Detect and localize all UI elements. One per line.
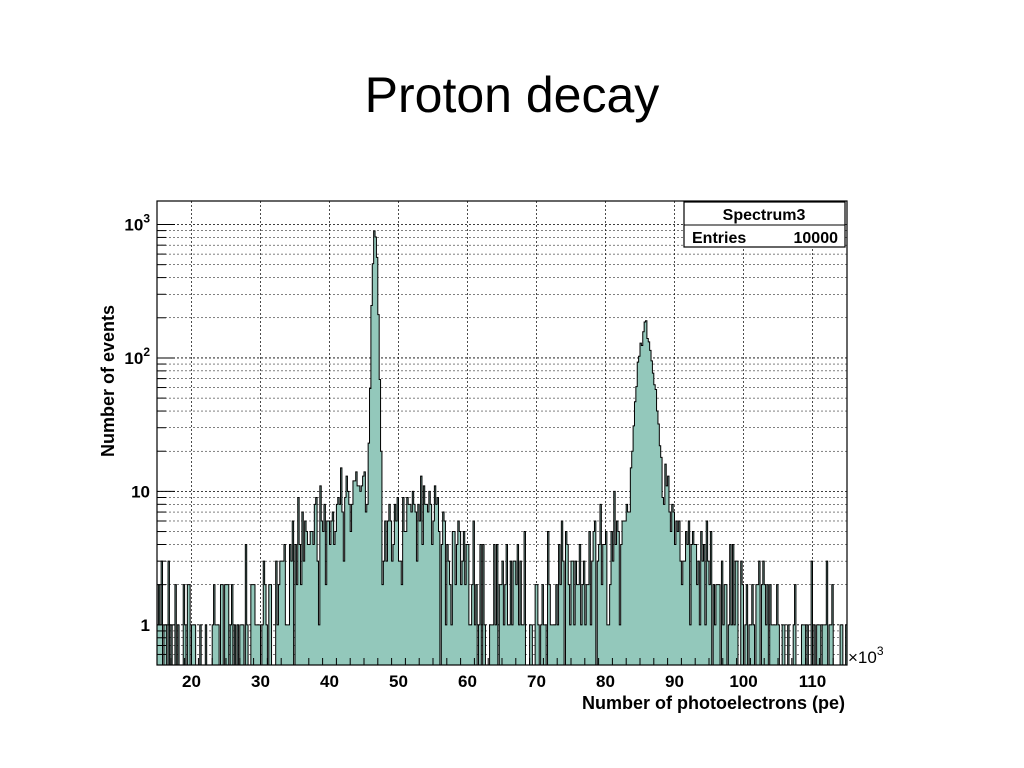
y-tick-label: 10 — [131, 482, 150, 501]
stats-box: Spectrum3 Entries 10000 — [683, 201, 846, 248]
histogram-fill — [157, 230, 847, 666]
x-tick-label: 50 — [389, 672, 408, 691]
stats-entries-label: Entries — [692, 230, 746, 247]
y-tick-label: 102 — [124, 345, 150, 368]
x-tick-label: 70 — [527, 672, 546, 691]
histogram-outline — [156, 230, 847, 666]
x-tick-label: 100 — [729, 672, 757, 691]
x-tick-label: 30 — [251, 672, 270, 691]
y-axis-ticks: 1 10 102 103 — [124, 211, 175, 666]
x-tick-label: 40 — [320, 672, 339, 691]
x-multiplier: ×103 — [848, 644, 884, 667]
stats-box-name: Spectrum3 — [723, 207, 806, 224]
y-tick-label: 103 — [124, 211, 150, 234]
stats-entries-value: 10000 — [794, 230, 839, 247]
x-tick-label: 20 — [182, 672, 201, 691]
y-axis-title: Number of events — [98, 305, 118, 457]
x-tick-label: 110 — [799, 672, 826, 691]
y-tick-label: 1 — [141, 616, 150, 635]
x-tick-label: 90 — [665, 672, 684, 691]
x-tick-label: 80 — [596, 672, 615, 691]
x-axis-title: Number of photoelectrons (pe) — [582, 693, 845, 713]
x-tick-label: 60 — [458, 672, 477, 691]
slide-title: Proton decay — [364, 67, 660, 123]
x-axis-ticks: 20 30 40 50 60 70 80 90 100 110 — [156, 658, 848, 691]
